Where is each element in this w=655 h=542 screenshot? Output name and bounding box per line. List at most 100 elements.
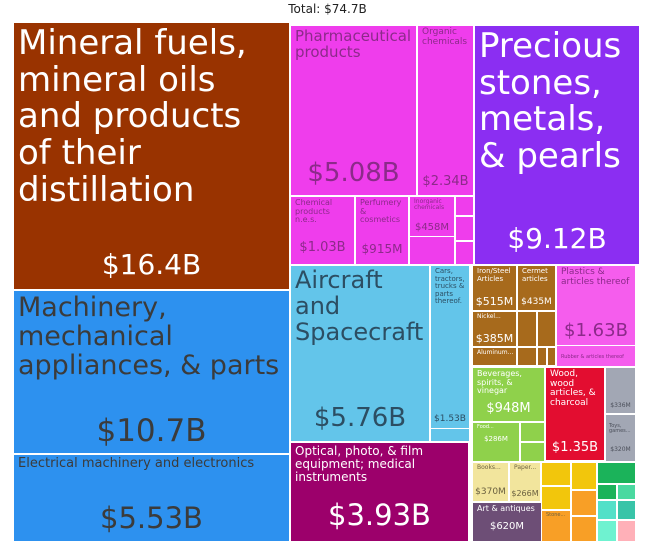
- treemap-tile-label: Inorganic chemicals: [414, 198, 444, 212]
- treemap-tile-label: Paper...: [514, 464, 537, 471]
- treemap-tile-label-line: charcoal: [550, 398, 589, 409]
- treemap-tile-food[interactable]: Food... $286M: [472, 422, 520, 462]
- treemap-tile-label-line: instruments: [295, 469, 368, 484]
- treemap-tile-aircraft-and-spacecraft[interactable]: Aircraft and Spacecraft $5.76B: [290, 265, 430, 442]
- treemap-tile-paper[interactable]: Paper... $266M: [509, 462, 541, 502]
- treemap-minor-tile[interactable]: [430, 428, 470, 442]
- treemap-tile-aluminum[interactable]: Aluminum...: [472, 347, 517, 366]
- treemap-tile-organic-chemicals[interactable]: Organic chemicals $2.34B: [417, 25, 474, 196]
- treemap-tile-toys-games[interactable]: Toys, games...: [605, 414, 636, 462]
- treemap-tile-electrical-machinery-and-electronics[interactable]: Electrical machinery and electronics $5.5…: [13, 454, 290, 542]
- treemap-tile-value: $266M: [511, 489, 539, 498]
- treemap-minor-tile[interactable]: [597, 520, 617, 542]
- treemap-tile-value: $3.93B: [328, 498, 431, 532]
- treemap-tile-label-line: Pharmaceutical: [295, 27, 412, 45]
- treemap-tile-label-line: Aircraft: [295, 266, 383, 294]
- treemap-minor-tile[interactable]: [537, 347, 547, 366]
- treemap-tile-value: $1.63B: [564, 320, 628, 341]
- treemap-tile-value: $336M: [610, 402, 631, 409]
- treemap-tile-label: Beverages, spirits, & vinegar: [477, 369, 544, 396]
- treemap-minor-tile[interactable]: [520, 422, 545, 442]
- treemap-minor-tile[interactable]: [537, 311, 556, 347]
- treemap-minor-tile[interactable]: [617, 500, 636, 520]
- treemap-minor-tile[interactable]: [571, 462, 597, 490]
- treemap-minor-tile[interactable]: [547, 347, 556, 366]
- treemap-tile-beverages-spirits-vinegar[interactable]: Beverages, spirits, & vinegar $948M: [472, 367, 545, 422]
- treemap-tile-label: Aircraft and Spacecraft: [295, 266, 423, 346]
- treemap-minor-tile[interactable]: [571, 516, 597, 542]
- treemap-tile-label-line: and: [295, 291, 341, 320]
- treemap-tile-value: $948M: [486, 401, 531, 416]
- treemap-minor-tile[interactable]: [455, 216, 474, 241]
- treemap-tile-precious-stones-metals-pearls[interactable]: Precious stones, metals, & pearls $9.12B: [474, 25, 640, 265]
- treemap-tile-label-line: Optical, photo, & film: [295, 444, 424, 458]
- treemap-minor-tile[interactable]: [617, 484, 636, 500]
- treemap-tile-label-line: trucks &: [435, 282, 465, 291]
- treemap-minor-tile[interactable]: [455, 196, 474, 216]
- treemap-tile-label-line: Cars,: [435, 267, 453, 275]
- treemap-tile-label: Pharmaceutical products: [295, 27, 412, 61]
- treemap-tile-machinery-mechanical-appliances-parts[interactable]: Machinery, mechanical appliances, & parts $…: [13, 290, 290, 454]
- treemap-tile-label-line: articles thereof: [561, 276, 630, 287]
- treemap-minor-tile[interactable]: [605, 367, 636, 414]
- treemap-tile-label: Toys, games...: [609, 423, 631, 435]
- treemap-tile-label-line: distillation: [18, 169, 195, 210]
- treemap-tile-other-gray-upper[interactable]: $336M: [605, 367, 636, 414]
- treemap-tile-label-line: Inorganic: [414, 198, 442, 205]
- treemap-tile-art-antiques[interactable]: Art & antiques $620M: [472, 502, 542, 542]
- treemap-tile-pharmaceutical-products[interactable]: Pharmaceutical products $5.08B: [290, 25, 417, 196]
- treemap-minor-tile[interactable]: [617, 520, 636, 542]
- treemap-tile-label-line: parts: [435, 289, 454, 298]
- treemap-tile-wood-wood-articles-charcoal[interactable]: Wood, wood articles, & charcoal $1.35B: [545, 367, 605, 461]
- treemap-tile-rubber-articles-thereof[interactable]: Rubber & articles thereof: [556, 345, 636, 367]
- treemap-tile-label-line: & pearls: [479, 136, 621, 177]
- treemap-tile-perfumery-cosmetics[interactable]: Perfumery & cosmetics $915M: [355, 196, 409, 265]
- treemap-tile-label: Books...: [477, 464, 501, 471]
- treemap-tile-label-line: Paper...: [514, 464, 537, 471]
- treemap-tile-label: Mineral fuels, mineral oils and products of…: [18, 25, 247, 209]
- treemap-tile-value: $620M: [489, 521, 525, 532]
- treemap-tile-other-gray-lower[interactable]: $320M: [605, 414, 636, 462]
- treemap-tile-optical-photo-film-equipment-medical-instruments[interactable]: Optical, photo, & film equipment; medical…: [290, 442, 469, 542]
- treemap-tile-label-line: articles, &: [550, 388, 596, 399]
- treemap-minor-tile[interactable]: [541, 486, 571, 510]
- treemap-tile-mineral-fuels-mineral-oils-and-products-of-their-distillation[interactable]: Mineral fuels, mineral oils and products of…: [13, 22, 290, 290]
- treemap-tile-label-line: thereof.: [435, 297, 462, 306]
- treemap-tile-label-line: Chemical: [295, 198, 333, 207]
- treemap-tile-label-line: mineral oils: [18, 59, 216, 100]
- treemap-tile-nickel[interactable]: Nickel... $385M: [472, 311, 517, 347]
- treemap-tile-label-line: Wood,: [550, 369, 578, 379]
- treemap-minor-tile[interactable]: [517, 311, 537, 347]
- treemap-tile-label: Nickel...: [477, 313, 501, 320]
- treemap-minor-tile[interactable]: [409, 236, 455, 265]
- treemap-tile-value: $10.7B: [96, 413, 207, 449]
- treemap-tile-label-line: Iron/Steel: [477, 267, 511, 275]
- treemap-tile-value: $5.08B: [307, 158, 400, 188]
- treemap-tile-label: Chemical products n.e.s.: [295, 198, 354, 225]
- treemap-minor-tile[interactable]: [520, 442, 545, 462]
- treemap-tile-cars-tractors-trucks-parts-thereof[interactable]: Cars, tractors, trucks & parts thereof. $1.53…: [430, 265, 470, 442]
- treemap-minor-tile[interactable]: [517, 347, 537, 366]
- treemap-tile-label-line: of their: [18, 133, 141, 174]
- treemap-tile-value: $2.34B: [422, 174, 469, 189]
- treemap-minor-tile[interactable]: [597, 462, 636, 484]
- treemap-tile-books[interactable]: Books... $370M: [472, 462, 509, 502]
- treemap-tile-label: Art & antiques: [477, 504, 535, 514]
- treemap-tile-label-line: wood: [550, 378, 575, 389]
- chart-total-title: Total: $74.7B: [288, 2, 367, 16]
- treemap-minor-tile[interactable]: [597, 484, 617, 500]
- treemap-minor-tile[interactable]: [571, 490, 597, 516]
- treemap-tile-label-line: and products: [18, 96, 242, 137]
- treemap-tile-chemical-products-n-e-s[interactable]: Chemical products n.e.s. $1.03B: [290, 196, 355, 265]
- treemap-minor-tile[interactable]: [597, 500, 617, 520]
- treemap-tile-iron-steel-articles[interactable]: Iron/Steel Articles $515M: [472, 265, 517, 311]
- treemap-minor-tile[interactable]: [541, 462, 571, 486]
- treemap-tile-stone[interactable]: Stone...: [541, 510, 571, 542]
- treemap-minor-tile[interactable]: [455, 241, 474, 265]
- treemap-tile-cermet-articles[interactable]: Cermet articles $435M: [517, 265, 556, 311]
- treemap-tile-label-line: Machinery,: [18, 292, 167, 323]
- treemap-tile-label-line: equipment; medical: [295, 456, 416, 471]
- treemap-tile-label-line: Toys,: [609, 423, 622, 429]
- treemap-tile-value: $370M: [475, 487, 506, 497]
